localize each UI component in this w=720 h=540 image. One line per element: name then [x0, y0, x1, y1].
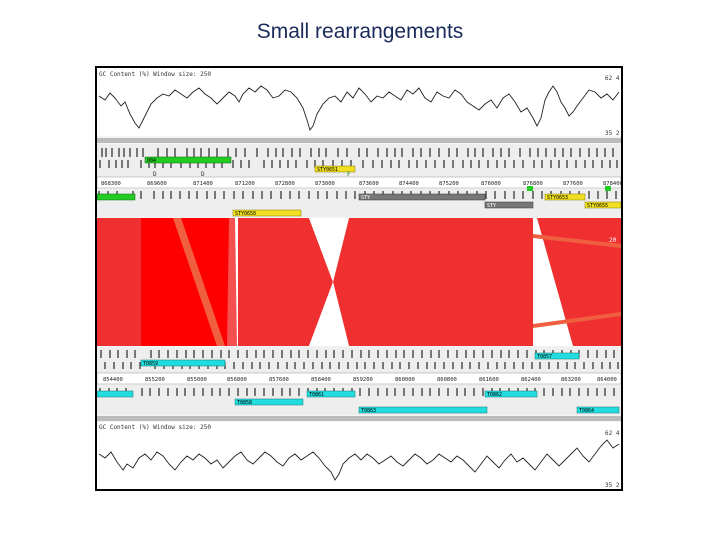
bottom-gc-max: 62 4 — [605, 430, 620, 437]
top-coord-8: 875200 — [439, 181, 459, 187]
top-reverse-features[interactable]: STY STY STY0653 STY0655 STY0650 — [97, 186, 621, 217]
top-scrollbar[interactable] — [97, 138, 621, 143]
bottom-coord-3: 856800 — [227, 377, 247, 383]
inversion-band-2[interactable] — [533, 234, 621, 248]
feature-cyan-a[interactable] — [140, 359, 226, 367]
top-coord-5: 873000 — [315, 181, 335, 187]
feature-cyan-c[interactable] — [97, 390, 134, 398]
feature-cyan-b[interactable] — [534, 352, 580, 360]
bottom-coord-0: 854400 — [103, 377, 123, 383]
bottom-sequence-tracks[interactable]: T0859 T0857 — [97, 347, 621, 373]
feature-yellow-a-label: STY0651 — [317, 167, 338, 173]
feature-yellow-d[interactable] — [584, 201, 621, 209]
feature-cyan-g-label: T0862 — [487, 392, 502, 398]
feature-green-c[interactable] — [527, 186, 533, 191]
top-coord-2: 871400 — [193, 181, 213, 187]
bottom-coordinate-ruler: 854400 855200 855000 856800 857600 85840… — [97, 372, 621, 385]
slide-title: Small rearrangements — [256, 20, 464, 43]
feature-cyan-e[interactable] — [306, 390, 356, 398]
bottom-gc-plot[interactable]: GC Content (%) Window size: 250 62 4 35 … — [97, 422, 621, 489]
feature-yellow-d-label: STY0655 — [587, 203, 608, 209]
inversion-band-3[interactable] — [533, 312, 621, 328]
match-block-4[interactable] — [238, 218, 302, 346]
feature-yellow-c[interactable] — [544, 193, 586, 201]
bottom-coord-12: 864000 — [597, 377, 617, 383]
top-coord-6: 873600 — [359, 181, 379, 187]
match-block-8[interactable] — [537, 218, 621, 346]
match-block-5[interactable] — [302, 218, 333, 346]
top-coord-3: 871200 — [235, 181, 255, 187]
frame-marker-b: D — [201, 171, 205, 178]
inversion-gap-bottom — [309, 282, 349, 346]
bottom-scrollbar[interactable] — [97, 416, 621, 421]
feature-gray-b-label: STY — [487, 203, 496, 209]
top-coord-11: 877600 — [563, 181, 583, 187]
bottom-coord-4: 857600 — [269, 377, 289, 383]
top-coord-7: 874400 — [399, 181, 419, 187]
feature-gray-b[interactable] — [484, 201, 534, 209]
bottom-coord-7: 860000 — [395, 377, 415, 383]
feature-cyan-e-label: T0861 — [309, 392, 324, 398]
match-block-7[interactable] — [359, 218, 533, 346]
top-gc-line — [98, 85, 620, 131]
top-coord-0: 868300 — [101, 181, 121, 187]
feature-cyan-d[interactable] — [234, 398, 304, 406]
gap-right — [533, 218, 573, 346]
bottom-coord-11: 863200 — [561, 377, 581, 383]
top-coord-12: 878400 — [603, 181, 621, 187]
frame-marker-a: D — [153, 171, 157, 178]
comparison-matches[interactable]: 20 — [97, 218, 621, 346]
feature-gray-a-label: STY — [361, 195, 370, 201]
side-label: 20 — [609, 237, 617, 244]
bottom-coord-9: 861600 — [479, 377, 499, 383]
match-block-1[interactable] — [97, 218, 141, 346]
top-gc-plot[interactable]: GC Content (%) Window size: 250 62 4 35 … — [97, 68, 621, 137]
feature-yellow-a[interactable] — [314, 165, 356, 173]
feature-green-a-label: O04 — [147, 158, 156, 164]
top-coord-10: 876800 — [523, 181, 543, 187]
feature-cyan-a-label: T0859 — [143, 361, 158, 367]
feature-cyan-f-label: T0863 — [361, 408, 376, 414]
feature-cyan-f[interactable] — [358, 406, 488, 414]
bottom-coord-10: 862400 — [521, 377, 541, 383]
feature-cyan-h[interactable] — [576, 406, 620, 414]
bottom-coord-2: 855000 — [187, 377, 207, 383]
feature-cyan-h-label: T0864 — [579, 408, 594, 414]
feature-green-d[interactable] — [605, 186, 611, 191]
bottom-gc-line — [98, 439, 620, 481]
bottom-reverse-features[interactable]: T0858 T0861 T0863 T0862 T0864 — [97, 385, 621, 415]
inversion-gap-top — [309, 218, 349, 282]
feature-yellow-b-label: STY0650 — [235, 211, 256, 217]
feature-yellow-b[interactable] — [232, 209, 302, 217]
feature-green-b[interactable] — [97, 193, 136, 201]
top-gc-min: 35 2 — [605, 130, 620, 137]
bottom-coord-5: 858400 — [311, 377, 331, 383]
frame-marker-c: F — [347, 171, 351, 178]
top-coord-1: 869600 — [147, 181, 167, 187]
match-block-3[interactable] — [227, 218, 237, 346]
bottom-gc-min: 35 2 — [605, 482, 620, 489]
top-gc-max: 62 4 — [605, 75, 620, 82]
feature-yellow-c-label: STY0653 — [547, 195, 568, 201]
bottom-coord-8: 860800 — [437, 377, 457, 383]
feature-cyan-b-label: T0857 — [537, 354, 552, 360]
bottom-coord-6: 859200 — [353, 377, 373, 383]
comparison-viewer[interactable]: GC Content (%) Window size: 250 62 4 35 … — [95, 66, 623, 491]
top-coordinate-ruler: 868300 869600 871400 871200 872800 87300… — [97, 176, 621, 189]
top-gc-title: GC Content (%) Window size: 250 — [99, 71, 211, 78]
feature-cyan-d-label: T0858 — [237, 400, 252, 406]
match-block-6[interactable] — [333, 218, 359, 346]
top-coord-4: 872800 — [275, 181, 295, 187]
inversion-band-1[interactable] — [173, 218, 225, 346]
feature-green-a[interactable] — [144, 156, 232, 164]
bottom-coord-1: 855200 — [145, 377, 165, 383]
top-coord-9: 876000 — [481, 181, 501, 187]
feature-gray-a[interactable] — [358, 193, 486, 201]
feature-cyan-g[interactable] — [484, 390, 538, 398]
bottom-gc-title: GC Content (%) Window size: 250 — [99, 424, 211, 431]
